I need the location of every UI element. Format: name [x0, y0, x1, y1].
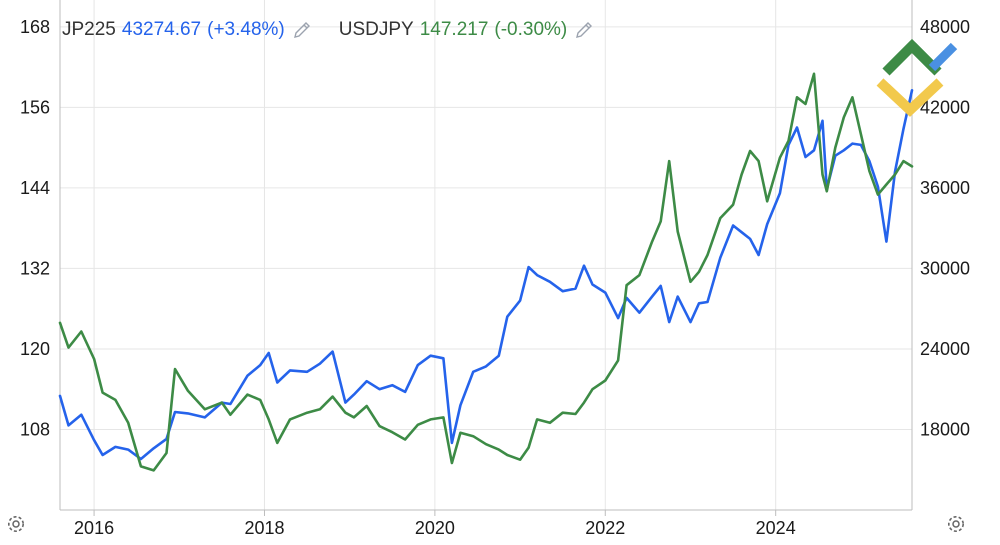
x-tick-label: 2016	[74, 518, 114, 538]
legend-change: (-0.30%)	[494, 19, 568, 40]
y-right-tick-label: 42000	[920, 97, 970, 117]
gear-icon[interactable]	[944, 512, 968, 536]
y-right-tick-label: 36000	[920, 178, 970, 198]
x-tick-label: 2024	[756, 518, 796, 538]
legend-value: 147.217	[419, 19, 489, 40]
x-tick-label: 2018	[244, 518, 284, 538]
x-tick-label: 2022	[585, 518, 625, 538]
series-line-jp225	[58, 89, 914, 461]
chart-gridlines	[60, 0, 912, 510]
chart-axes: 108 120 132 144 156 168 18000 24000 30000 36000 42…	[20, 0, 970, 538]
chart-series	[58, 72, 914, 472]
y-right-tick-label: 48000	[920, 17, 970, 37]
y-right-tick-label: 30000	[920, 258, 970, 278]
gear-icon[interactable]	[4, 512, 28, 536]
y-left-tick-label: 108	[20, 419, 50, 439]
legend-item-usdjpy[interactable]: USDJPY 147.217 (-0.30%)	[339, 19, 596, 41]
series-line-usdjpy	[58, 72, 914, 472]
y-left-tick-label: 120	[20, 339, 50, 359]
legend-item-jp225[interactable]: JP225 43274.67 (+3.48%)	[62, 19, 313, 41]
legend-symbol: JP225	[62, 19, 116, 40]
pencil-icon[interactable]	[573, 19, 595, 41]
chart-legend: JP225 43274.67 (+3.48%) USDJPY 147.217 (…	[62, 19, 621, 41]
legend-value: 43274.67	[121, 19, 202, 40]
y-left-tick-label: 132	[20, 258, 50, 278]
x-tick-label: 2020	[415, 518, 455, 538]
y-left-tick-label: 156	[20, 97, 50, 117]
y-left-tick-label: 168	[20, 17, 50, 37]
y-right-tick-label: 18000	[920, 419, 970, 439]
brand-logo	[876, 38, 958, 117]
y-left-tick-label: 144	[20, 178, 50, 198]
pencil-icon[interactable]	[291, 19, 313, 41]
legend-symbol: USDJPY	[338, 19, 414, 40]
y-right-tick-label: 24000	[920, 339, 970, 359]
legend-change: (+3.48%)	[207, 19, 285, 40]
